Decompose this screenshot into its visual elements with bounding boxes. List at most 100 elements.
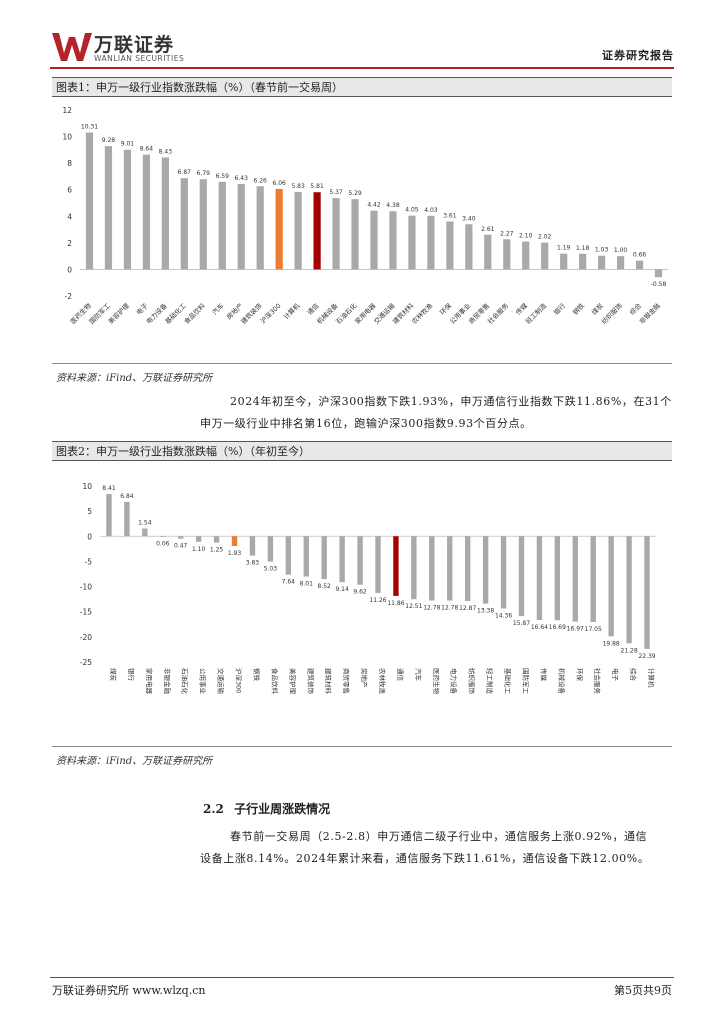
value-label-建筑材料: 8.52 [318,583,332,590]
category-label-环保: 环保 [575,668,584,682]
header-divider [50,67,674,69]
brand-name-cn: 万联证券 [94,34,175,56]
y-tick-label-1: 0 [67,265,72,274]
value-label-综合: 21.28 [621,647,638,654]
bar-纺织服饰 [616,256,625,270]
bar-轻工制造 [541,242,549,270]
bar-农林牧渔 [375,536,381,593]
value-label-基础化工: 6.87 [178,169,192,176]
value-label-银行: 6.84 [120,493,134,500]
category-label-环保: 环保 [438,301,454,317]
report-type-label: 证券研究报告 [602,49,674,62]
bar-传媒 [522,241,530,270]
value-label-非银金融: 0.06 [156,541,170,548]
value-label-轻工制造: 13.38 [477,608,494,615]
bar-交通运输 [389,211,397,270]
bar-国防军工 [104,146,113,270]
category-label-钢铁: 钢铁 [252,668,261,682]
bar-电力设备 [447,536,453,601]
value-label-计算机: 5.83 [291,183,305,190]
category-label-商贸零售: 商贸零售 [342,668,351,694]
bar-钢铁 [579,253,587,270]
category-label-电力设备: 电力设备 [450,668,459,695]
paragraph1-line1: 2024年初至今，沪深300指数下跌1.93%，申万通信行业指数下跌11.86%… [230,395,672,408]
bar-计算机 [294,191,302,270]
bar-医药生物 [85,132,94,270]
section-title: 子行业周涨跌情况 [234,802,331,816]
category-label-医药生物: 医药生物 [432,668,441,695]
category-label-电子: 电子 [134,301,150,317]
bar-轻工制造 [482,536,489,604]
category-label-基础化工: 基础化工 [504,668,513,695]
category-label-通信: 通信 [305,301,321,317]
category-label-公用事业: 公用事业 [199,668,208,695]
bar-建筑材料 [321,536,327,580]
category-label-纺织服饰: 纺织服饰 [468,668,477,695]
brand-logo-icon [52,33,92,61]
value-label-建筑材料: 4.05 [405,207,419,214]
category-label-钢铁: 钢铁 [571,301,587,317]
value-label-房地产: 9.62 [353,589,367,596]
bar-公用事业 [465,224,473,270]
bar-煤炭 [598,255,606,270]
category-label-建筑材料: 建筑材料 [324,668,333,695]
value-label-通信: 5.81 [310,183,324,190]
bar-基础化工 [180,178,188,270]
bar-沪深300 [231,536,238,546]
value-label-农林牧渔: 11.26 [369,597,386,604]
bar-非银金融 [654,269,663,278]
bar-建筑装饰 [256,186,264,270]
category-label-银行: 银行 [127,668,136,682]
bar-国防军工 [518,536,525,617]
bar-沪深300 [275,188,283,270]
category-label-交通运输: 交通运输 [217,668,226,695]
value-label-机械设备: 16.69 [549,624,566,631]
category-label-计算机: 计算机 [647,668,656,688]
value-label-交通运输: 4.38 [386,202,400,209]
category-label-社会服务: 社会服务 [485,301,510,326]
value-label-环保: 3.61 [443,212,457,219]
value-label-轻工制造: 2.02 [538,234,552,241]
bar-农林牧渔 [427,215,435,270]
y-tick-label-2: -15 [80,608,92,617]
y-tick-label-3: 4 [67,212,72,221]
bar-商贸零售 [484,234,492,270]
bar-通信 [313,192,321,270]
value-label-基础化工: 14.36 [495,612,512,619]
figure2-source-divider [52,746,672,747]
category-label-农林牧渔: 农林牧渔 [410,301,435,326]
y-tick-label-0: -25 [80,658,92,667]
category-label-银行: 银行 [552,301,568,317]
value-label-商贸零售: 9.14 [335,586,349,593]
value-label-煤炭: 1.03 [595,247,609,254]
category-label-电子: 电子 [611,668,620,682]
footer-divider [50,977,674,978]
bar-钢铁 [249,536,256,556]
value-label-公用事业: 3.40 [462,215,476,222]
value-label-传媒: 2.10 [519,233,533,240]
figure1-title: 图表1：申万一级行业指数涨跌幅（%）（春节前一交易周） [52,77,672,97]
value-label-非银金融: -0.58 [651,281,667,288]
bar-家用电器 [142,528,148,537]
figure1-source-divider [52,363,672,364]
value-label-计算机: 22.39 [638,653,655,660]
y-tick-label-2: 2 [67,239,72,248]
bar-机械设备 [332,198,340,270]
bar-建筑装饰 [303,536,309,577]
value-label-汽车: 12.51 [405,603,422,610]
value-label-国防军工: 15.87 [513,620,530,627]
bar-通信 [393,536,399,596]
category-label-农林牧渔: 农林牧渔 [378,668,387,695]
value-label-家用电器: 1.54 [138,520,152,527]
bar-综合 [626,536,632,644]
value-label-建筑装饰: 8.01 [300,581,314,588]
category-label-轻工制造: 轻工制造 [486,668,495,695]
category-label-非银金融: 非银金融 [163,668,172,695]
bar-石油石化 [178,536,184,539]
category-label-纺织服饰: 纺织服饰 [599,301,624,326]
category-label-轻工制造: 轻工制造 [523,301,548,326]
value-label-传媒: 16.64 [531,624,548,631]
value-label-纺织服饰: 1.00 [614,247,628,254]
bar-家用电器 [370,210,378,270]
category-label-食品饮料: 食品饮料 [270,668,279,695]
